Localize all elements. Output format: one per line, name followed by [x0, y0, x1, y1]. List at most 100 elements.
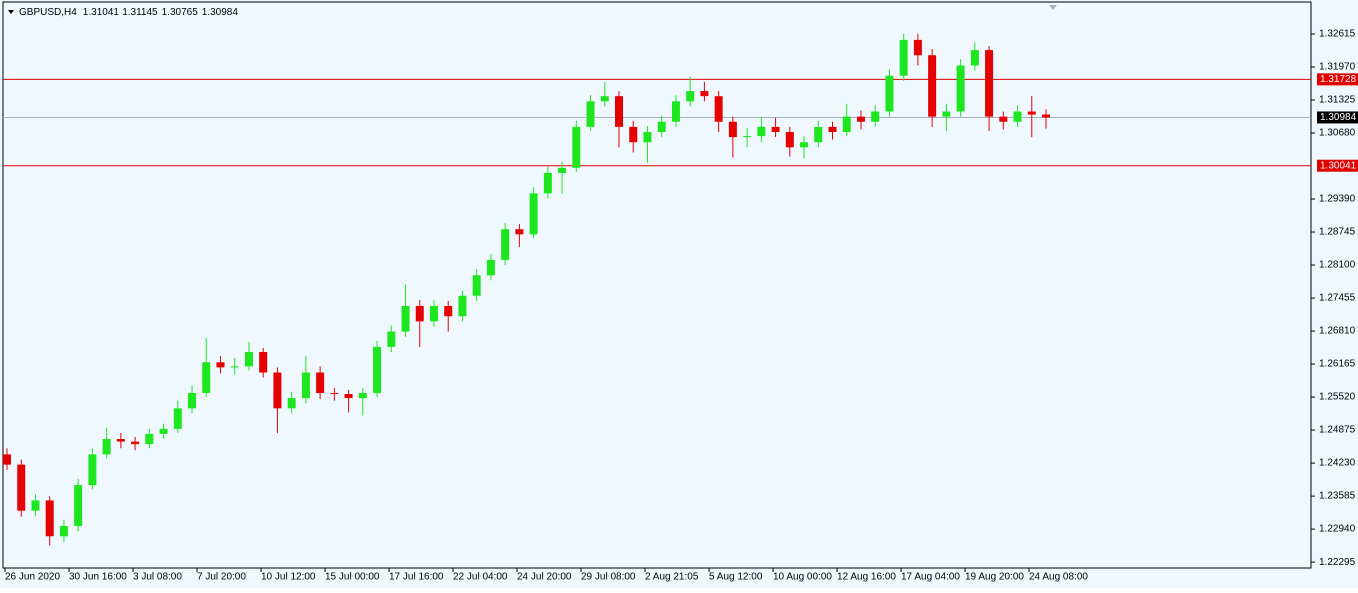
- candle-body: [856, 116, 865, 122]
- candle-body: [757, 126, 766, 137]
- candle-body: [102, 439, 111, 455]
- candle-body: [529, 193, 538, 235]
- close-quote: 1.30984: [202, 7, 239, 18]
- candle-body: [515, 229, 524, 235]
- y-tick-label: 1.32615: [1319, 29, 1356, 40]
- candle-body: [316, 372, 325, 393]
- y-tick-label: 1.28745: [1319, 227, 1356, 238]
- candle-body: [344, 394, 353, 399]
- high-quote: 1.31145: [122, 7, 158, 18]
- x-tick-label: 15 Jul 00:00: [325, 572, 380, 583]
- y-tick-label: 1.23585: [1319, 491, 1356, 502]
- x-tick-label: 7 Jul 20:00: [197, 572, 246, 583]
- candle-body: [458, 295, 467, 317]
- candle-body: [216, 362, 225, 368]
- shift-marker: [1049, 5, 1057, 10]
- candle-body: [700, 91, 709, 97]
- y-tick-label: 1.28100: [1319, 260, 1356, 271]
- x-tick-label: 17 Aug 04:00: [901, 572, 960, 583]
- open-quote: 1.31041: [83, 7, 120, 18]
- candle-body: [472, 275, 481, 296]
- candle-body: [842, 116, 851, 132]
- candle-body: [600, 96, 609, 102]
- level-label-bg: [1317, 159, 1358, 172]
- candle-body: [188, 392, 197, 409]
- candle-body: [629, 126, 638, 143]
- candle-body: [643, 131, 652, 143]
- candle-body: [558, 167, 567, 173]
- x-tick-label: 29 Jul 08:00: [581, 572, 636, 583]
- candle-body: [985, 50, 994, 117]
- plot-frame: [2, 1, 1312, 569]
- candle-body: [928, 55, 937, 117]
- candle-body: [45, 500, 54, 537]
- candle-body: [59, 526, 68, 537]
- candle-body: [401, 305, 410, 332]
- candle-body: [657, 121, 666, 132]
- x-tick-label: 10 Aug 00:00: [773, 572, 832, 583]
- current-price-bg: [1317, 111, 1358, 124]
- candle-body: [785, 131, 794, 148]
- candle-body: [956, 65, 965, 112]
- candle-body: [301, 372, 310, 399]
- candle-body: [814, 126, 823, 143]
- candle-body: [230, 366, 239, 368]
- candle-body: [586, 101, 595, 127]
- candle-body: [899, 39, 908, 76]
- candle-body: [913, 39, 922, 56]
- candle-body: [159, 428, 168, 434]
- candle-body: [287, 398, 296, 409]
- y-tick-label: 1.31970: [1319, 62, 1356, 73]
- candle-body: [116, 439, 125, 442]
- y-tick-label: 1.27455: [1319, 293, 1356, 304]
- candle-body: [358, 392, 367, 399]
- y-tick-label: 1.30680: [1319, 128, 1356, 139]
- current-price-label: 1.30984: [1320, 112, 1357, 123]
- candle-body: [572, 126, 581, 168]
- level-label: 1.30041: [1320, 160, 1357, 171]
- y-tick-label: 1.25520: [1319, 392, 1356, 403]
- x-tick-label: 2 Aug 21:05: [645, 572, 699, 583]
- candle-body: [17, 464, 26, 511]
- x-tick-label: 30 Jun 16:00: [69, 572, 127, 583]
- candle-body: [501, 229, 510, 260]
- candle-body: [173, 408, 182, 429]
- candle-body: [429, 305, 438, 322]
- candle-body: [728, 121, 737, 138]
- candle-body: [330, 392, 339, 395]
- low-quote: 1.30765: [162, 7, 199, 18]
- candle-body: [444, 305, 453, 317]
- symbol-title: GBPUSD,H4: [19, 7, 77, 18]
- candle-body: [800, 142, 809, 148]
- y-tick-label: 1.31325: [1319, 95, 1356, 106]
- y-tick-label: 1.24875: [1319, 425, 1356, 436]
- candle-body: [415, 305, 424, 322]
- candle-body: [31, 500, 40, 511]
- candle-body: [615, 96, 624, 127]
- x-tick-label: 12 Aug 16:00: [837, 572, 896, 583]
- candle-body: [387, 331, 396, 347]
- candle-body: [88, 454, 97, 486]
- candle-body: [273, 372, 282, 409]
- candle-body: [743, 136, 752, 138]
- candle-body: [543, 172, 552, 194]
- candle-body: [74, 485, 83, 527]
- candle-body: [970, 50, 979, 66]
- menu-arrow: [8, 10, 14, 14]
- candle-body: [1027, 111, 1036, 115]
- candle-body: [871, 111, 880, 122]
- header: GBPUSD,H4 1.31041 1.31145 1.30765 1.30984: [19, 7, 238, 18]
- x-tick-label: 24 Jul 20:00: [517, 572, 572, 583]
- y-tick-label: 1.24230: [1319, 458, 1356, 469]
- x-tick-label: 3 Jul 08:00: [133, 572, 182, 583]
- candle-body: [131, 441, 140, 445]
- y-tick-label: 1.22295: [1319, 557, 1356, 568]
- candle-body: [671, 101, 680, 122]
- x-tick-label: 19 Aug 20:00: [965, 572, 1024, 583]
- candle-body: [373, 346, 382, 393]
- candle-body: [999, 116, 1008, 122]
- candle-body: [3, 454, 11, 465]
